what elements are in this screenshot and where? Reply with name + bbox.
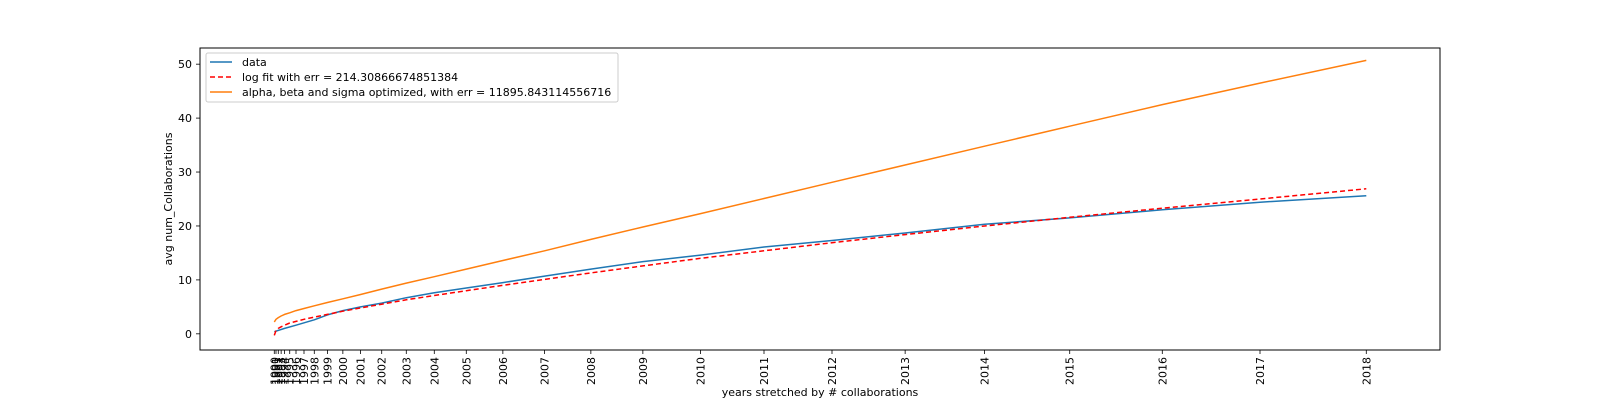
x-tick-label: 2005 [460, 357, 473, 385]
series-lines [273, 59, 1367, 336]
x-tick-label: 2014 [979, 357, 992, 385]
y-tick-label: 20 [178, 220, 192, 233]
x-tick-label: 1996 [290, 357, 303, 385]
x-tick-label: 1990 [268, 357, 281, 385]
legend: data log fit with err = 214.308666748513… [205, 52, 619, 103]
x-tick-label: 2002 [376, 357, 389, 385]
x-tick-label: 2003 [400, 357, 413, 385]
x-tick-label: 2013 [899, 357, 912, 385]
x-tick-label: 2018 [1360, 357, 1373, 385]
x-tick-label: 1991 [270, 357, 283, 385]
x-tick-label: 2015 [1064, 357, 1077, 385]
x-tick-label: 2004 [428, 357, 441, 385]
y-tick-label: 10 [178, 274, 192, 287]
plot-frame [199, 47, 1441, 351]
x-tick-label: 1999 [321, 357, 334, 385]
series-line-optimized [273, 59, 1367, 323]
y-axis: 0 10 20 30 40 50 [178, 58, 200, 341]
series-line-log-fit [273, 188, 1367, 336]
y-axis-label: avg num_Collaborations [162, 132, 175, 265]
y-tick-label: 50 [178, 58, 192, 71]
x-axis-label: years stretched by # collaborations [722, 386, 919, 399]
x-tick-label: 1993 [275, 357, 288, 385]
x-tick-label: 2008 [585, 357, 598, 385]
x-tick-label: 1995 [284, 357, 297, 385]
x-tick-label: 2009 [637, 357, 650, 385]
x-tick-label: 2000 [337, 357, 350, 385]
x-tick-label: 1998 [308, 357, 321, 385]
legend-label-log-fit: log fit with err = 214.30866674851384 [242, 71, 458, 84]
x-tick-label: 2007 [539, 357, 552, 385]
y-tick-label: 0 [185, 328, 192, 341]
x-tick-label: 2017 [1254, 357, 1267, 385]
series-line-data [274, 195, 1367, 333]
legend-box [205, 52, 619, 103]
x-tick-label: 2011 [758, 357, 771, 385]
x-tick-label: 2006 [497, 357, 510, 385]
y-tick-label: 30 [178, 166, 192, 179]
legend-label-optimized: alpha, beta and sigma optimized, with er… [242, 86, 611, 99]
x-tick-label: 2016 [1156, 357, 1169, 385]
x-tick-label: 1994 [279, 357, 292, 385]
x-tick-label: 2010 [695, 357, 708, 385]
y-tick-label: 40 [178, 112, 192, 125]
x-tick-label: 2001 [355, 357, 368, 385]
legend-label-data: data [242, 56, 267, 69]
x-tick-label: 1997 [298, 357, 311, 385]
x-tick-label: 1992 [272, 357, 285, 385]
x-tick-label: 2012 [826, 357, 839, 385]
